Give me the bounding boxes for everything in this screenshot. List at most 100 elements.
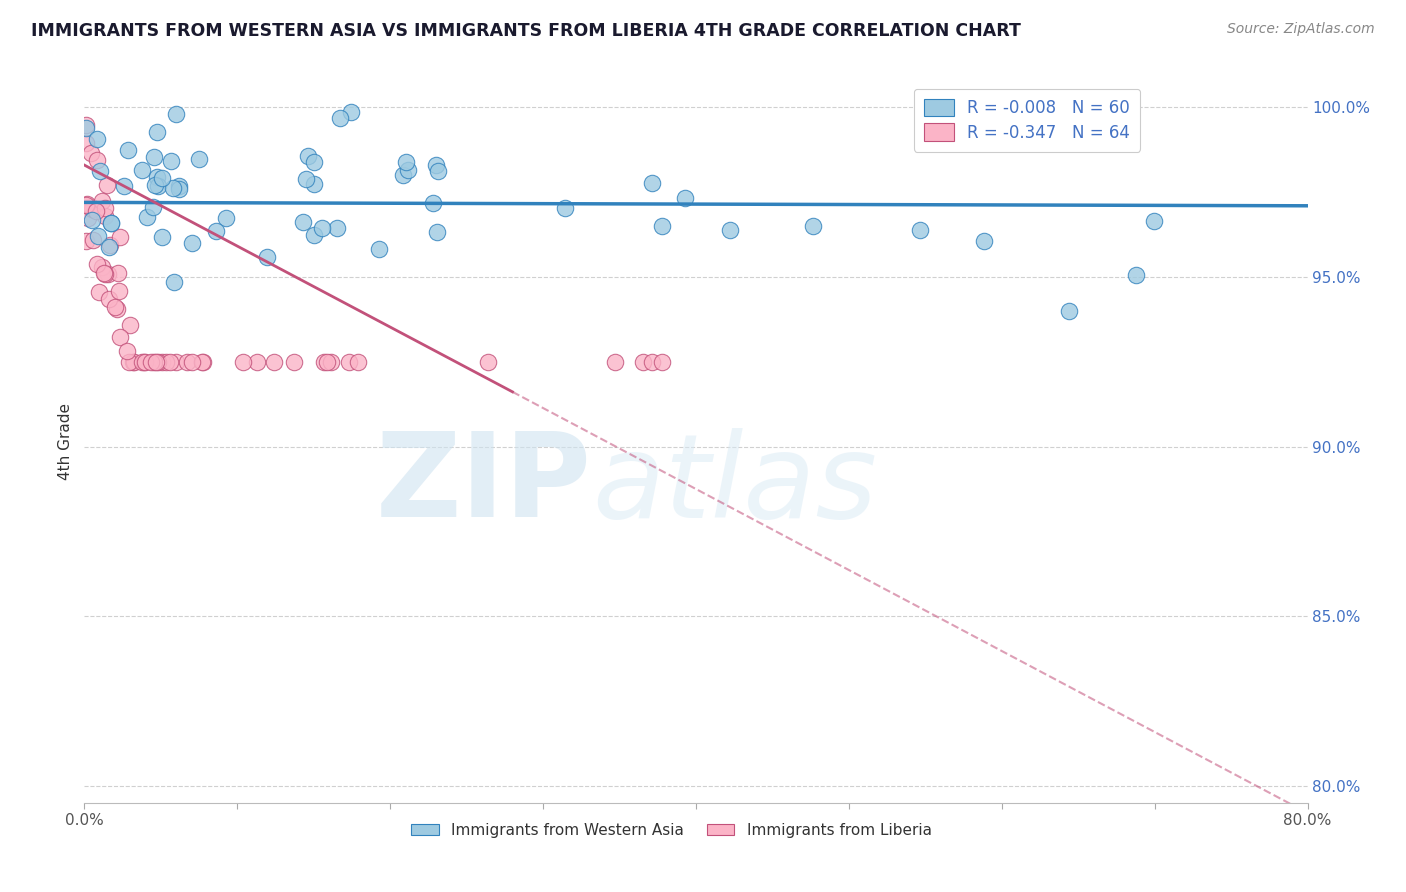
Point [118, 318, 141, 332]
Point [98, 292, 121, 306]
Point [143, 178, 166, 192]
Point [87, 229, 110, 244]
Point [112, 178, 135, 193]
Point [100, 216, 122, 230]
Point [77, 211, 100, 226]
Point [215, 211, 238, 226]
Point [108, 330, 131, 344]
Point [641, 355, 664, 369]
Point [263, 355, 285, 369]
Legend: Immigrants from Western Asia, Immigrants from Liberia: Immigrants from Western Asia, Immigrants… [404, 815, 939, 846]
Point [187, 152, 209, 166]
Point [180, 355, 202, 369]
Point [75, 198, 97, 212]
Point [93, 266, 115, 280]
Point [426, 164, 449, 178]
Point [86, 132, 108, 146]
Point [340, 104, 363, 119]
Point [477, 355, 499, 369]
Point [396, 163, 419, 178]
Point [651, 219, 673, 233]
Point [1057, 304, 1080, 318]
Point [132, 355, 155, 369]
Point [115, 344, 138, 359]
Point [169, 178, 191, 193]
Point [131, 355, 153, 369]
Point [100, 216, 122, 230]
Point [295, 172, 318, 186]
Point [97, 240, 120, 254]
Point [422, 196, 444, 211]
Point [631, 355, 654, 369]
Point [176, 355, 198, 369]
Point [131, 163, 153, 178]
Point [87, 285, 110, 299]
Point [673, 191, 696, 205]
Point [96, 178, 118, 193]
Point [554, 201, 576, 215]
Point [246, 355, 269, 369]
Point [107, 266, 129, 280]
Point [75, 234, 97, 248]
Point [319, 355, 342, 369]
Point [150, 355, 173, 369]
Point [329, 111, 352, 125]
Point [256, 250, 278, 264]
Point [80, 200, 103, 214]
Point [108, 284, 131, 298]
Y-axis label: 4th Grade: 4th Grade [58, 403, 73, 480]
Point [1125, 268, 1147, 282]
Point [90, 260, 112, 274]
Point [146, 355, 169, 369]
Point [302, 177, 325, 191]
Point [82, 213, 104, 227]
Point [191, 355, 214, 369]
Point [718, 222, 741, 236]
Point [311, 221, 333, 235]
Point [181, 236, 204, 251]
Point [94, 201, 117, 215]
Point [1143, 214, 1166, 228]
Point [205, 224, 228, 238]
Point [84, 203, 107, 218]
Point [75, 136, 97, 150]
Point [191, 355, 214, 369]
Point [107, 301, 129, 316]
Point [135, 210, 157, 224]
Point [76, 196, 98, 211]
Point [89, 164, 111, 178]
Point [162, 181, 184, 195]
Point [141, 355, 163, 369]
Point [118, 355, 141, 369]
Point [368, 242, 391, 256]
Point [146, 169, 169, 184]
Point [165, 355, 187, 369]
Point [155, 355, 177, 369]
Point [337, 355, 360, 369]
Point [160, 153, 183, 168]
Point [150, 171, 173, 186]
Point [143, 150, 166, 164]
Point [80, 145, 103, 160]
Point [312, 355, 335, 369]
Point [651, 355, 673, 369]
Point [104, 300, 127, 314]
Text: Source: ZipAtlas.com: Source: ZipAtlas.com [1227, 22, 1375, 37]
Point [75, 121, 97, 136]
Point [304, 227, 326, 242]
Point [146, 125, 169, 139]
Text: IMMIGRANTS FROM WESTERN ASIA VS IMMIGRANTS FROM LIBERIA 4TH GRADE CORRELATION CH: IMMIGRANTS FROM WESTERN ASIA VS IMMIGRAN… [31, 22, 1021, 40]
Text: atlas: atlas [592, 428, 877, 542]
Point [316, 355, 339, 369]
Point [80, 202, 103, 216]
Point [91, 194, 114, 208]
Text: ZIP: ZIP [375, 427, 592, 542]
Point [347, 355, 370, 369]
Point [425, 225, 447, 239]
Point [94, 209, 117, 223]
Point [167, 182, 190, 196]
Point [603, 355, 626, 369]
Point [292, 215, 315, 229]
Point [124, 355, 146, 369]
Point [425, 158, 447, 172]
